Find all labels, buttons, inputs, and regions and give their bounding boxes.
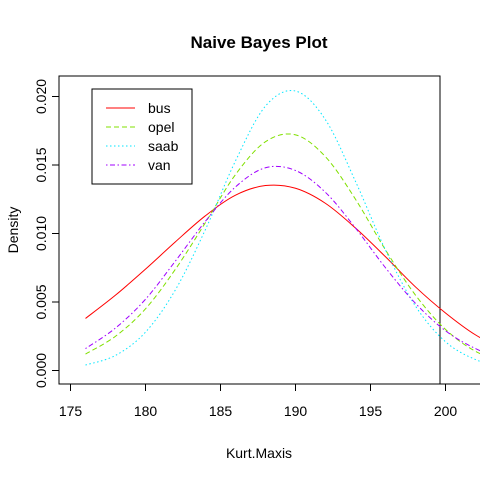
y-axis-label: Density: [5, 207, 21, 254]
legend-box: [91, 88, 193, 185]
x-axis: 175180185190195200205: [59, 383, 480, 419]
chart-title: Naive Bayes Plot: [190, 33, 327, 52]
x-tick-label: 195: [359, 403, 383, 419]
x-axis-label: Kurt.Maxis: [226, 445, 292, 461]
series-line-van: [85, 165, 480, 352]
legend-label-van: van: [148, 157, 171, 173]
y-axis: 0.000 0.005 0.010 0.015 0.020: [33, 79, 60, 388]
y-tick-label: 0.020: [33, 79, 49, 114]
series-line-bus: [85, 184, 480, 339]
x-tick-label: 175: [59, 403, 83, 419]
legend-label-opel: opel: [148, 119, 174, 135]
y-tick-label: 0.005: [33, 284, 49, 319]
x-tick-label: 185: [209, 403, 233, 419]
series-line-saab: [85, 90, 480, 366]
x-tick-label: 180: [134, 403, 158, 419]
y-tick-label: 0.000: [33, 353, 49, 388]
series-line-opel: [85, 133, 480, 355]
legend: bus opel saab van: [91, 88, 193, 185]
legend-label-bus: bus: [148, 100, 171, 116]
legend-items: bus opel saab van: [106, 100, 179, 173]
legend-label-saab: saab: [148, 138, 179, 154]
y-tick-label: 0.010: [33, 216, 49, 251]
x-tick-label: 200: [434, 403, 458, 419]
series-lines: [85, 90, 480, 366]
y-tick-label: 0.015: [33, 147, 49, 182]
x-tick-label: 190: [284, 403, 308, 419]
